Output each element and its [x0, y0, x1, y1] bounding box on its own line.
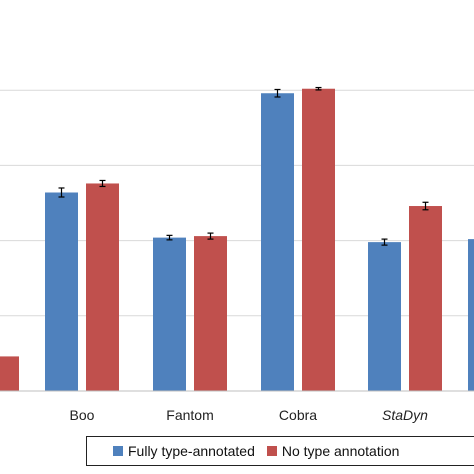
- legend-label-no-annotation: No type annotation: [281, 443, 400, 459]
- legend-swatch-blue: [113, 446, 123, 456]
- bars: [0, 88, 474, 391]
- bar-s-series-1: [468, 239, 474, 391]
- bar-fantom-series-1: [153, 237, 186, 391]
- error-bar-fantom-series-1: [166, 234, 173, 241]
- bar-stadyn-series-2: [409, 206, 442, 391]
- legend-swatch-red: [266, 446, 277, 456]
- legend-label-fully-annotated: Fully type-annotated: [128, 443, 255, 459]
- bar-boo-series-2: [86, 183, 119, 391]
- error-bar-boo-series-2: [99, 179, 106, 188]
- legend-item-fully-annotated: Fully type-annotated: [113, 443, 255, 459]
- category-labels: icBooFantomCobraStaDynS: [70, 407, 429, 423]
- category-label-fantom: Fantom: [166, 407, 213, 423]
- error-bar-cobra-series-2: [315, 86, 322, 91]
- error-bar-stadyn-series-2: [422, 201, 429, 211]
- bar-stadyn-series-1: [368, 242, 401, 391]
- error-bar-fantom-series-2: [207, 232, 214, 240]
- error-bar-stadyn-series-1: [381, 238, 388, 246]
- category-label-cobra: Cobra: [279, 407, 317, 423]
- category-label-boo: Boo: [70, 407, 95, 423]
- bar-cobra-series-1: [261, 93, 294, 391]
- bar-cobra-series-2: [302, 88, 335, 391]
- legend-item-no-annotation: No type annotation: [266, 443, 400, 459]
- error-bar-cobra-series-1: [274, 88, 281, 98]
- bar-ic-series-2: [0, 356, 19, 391]
- bar-fantom-series-2: [194, 236, 227, 391]
- legend: Fully type-annotated No type annotation: [86, 436, 474, 466]
- error-bar-boo-series-1: [58, 187, 65, 198]
- error-bars: [58, 86, 429, 246]
- bar-boo-series-1: [45, 192, 78, 391]
- category-label-stadyn: StaDyn: [382, 407, 428, 423]
